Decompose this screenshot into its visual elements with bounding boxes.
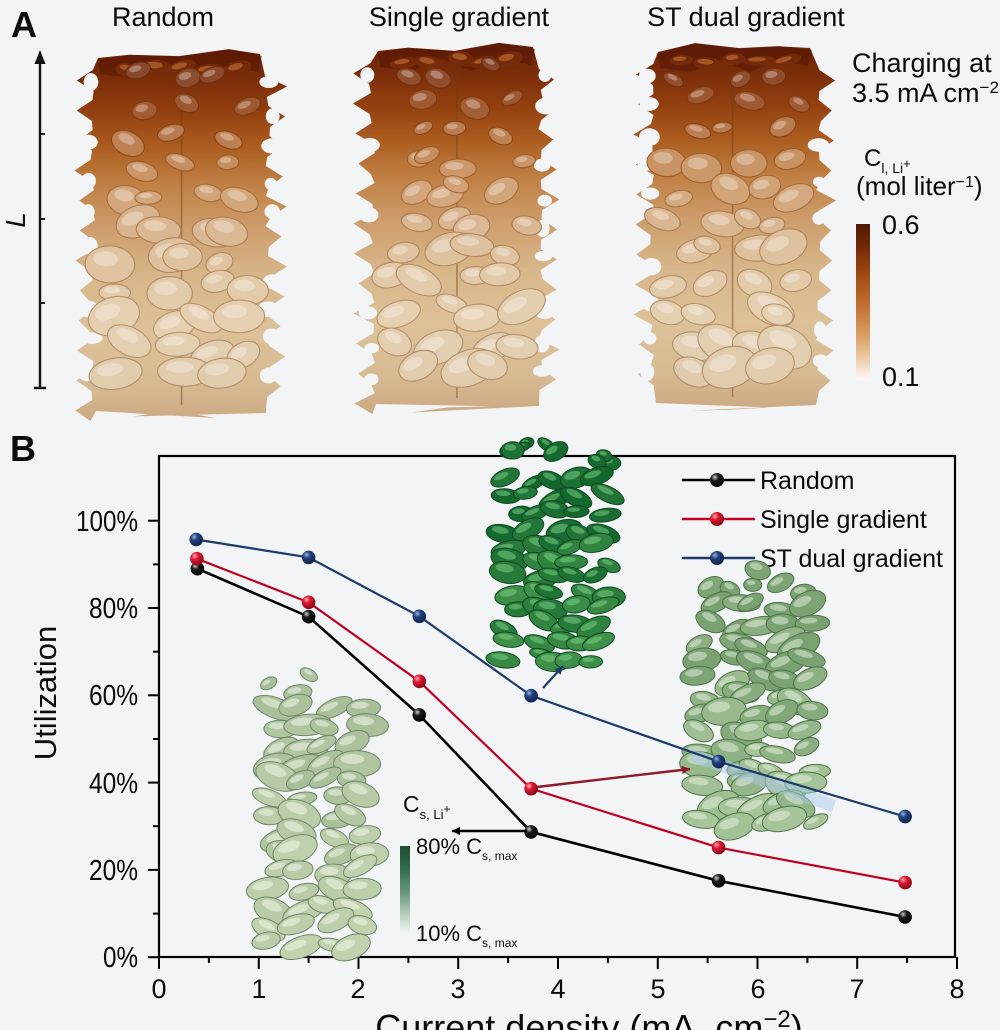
svg-text:7: 7 xyxy=(849,974,864,1004)
svg-text:2: 2 xyxy=(350,974,365,1004)
svg-text:Single gradient: Single gradient xyxy=(369,2,550,32)
svg-text:4: 4 xyxy=(550,974,565,1004)
svg-text:Utilization: Utilization xyxy=(28,626,63,760)
svg-text:ST dual gradient: ST dual gradient xyxy=(760,545,943,573)
svg-text:Random: Random xyxy=(112,2,214,32)
svg-text:20%: 20% xyxy=(89,855,138,887)
svg-text:Cl, Li+: Cl, Li+ xyxy=(864,145,911,176)
svg-text:0%: 0% xyxy=(103,942,138,974)
svg-text:8: 8 xyxy=(949,974,964,1004)
svg-text:B: B xyxy=(10,428,36,469)
svg-text:Single gradient: Single gradient xyxy=(760,506,927,534)
svg-text:100%: 100% xyxy=(76,506,138,538)
svg-text:Charging at: Charging at xyxy=(852,48,992,78)
svg-text:Random: Random xyxy=(760,467,855,495)
svg-text:60%: 60% xyxy=(89,680,138,712)
svg-text:0.1: 0.1 xyxy=(882,362,920,392)
svg-text:6: 6 xyxy=(750,974,765,1004)
svg-text:3.5 mA cm−2: 3.5 mA cm−2 xyxy=(852,78,999,108)
svg-text:80%: 80% xyxy=(89,593,138,625)
svg-text:0.6: 0.6 xyxy=(882,210,920,240)
svg-text:A: A xyxy=(11,4,37,45)
svg-text:40%: 40% xyxy=(89,768,138,800)
svg-text:L: L xyxy=(0,212,31,228)
svg-text:1: 1 xyxy=(251,974,266,1004)
svg-text:3: 3 xyxy=(450,974,465,1004)
svg-text:ST dual gradient: ST dual gradient xyxy=(647,2,845,32)
svg-text:0: 0 xyxy=(151,974,166,1004)
svg-text:5: 5 xyxy=(650,974,665,1004)
svg-text:Current density (mA cm−2): Current density (mA cm−2) xyxy=(375,1006,802,1030)
